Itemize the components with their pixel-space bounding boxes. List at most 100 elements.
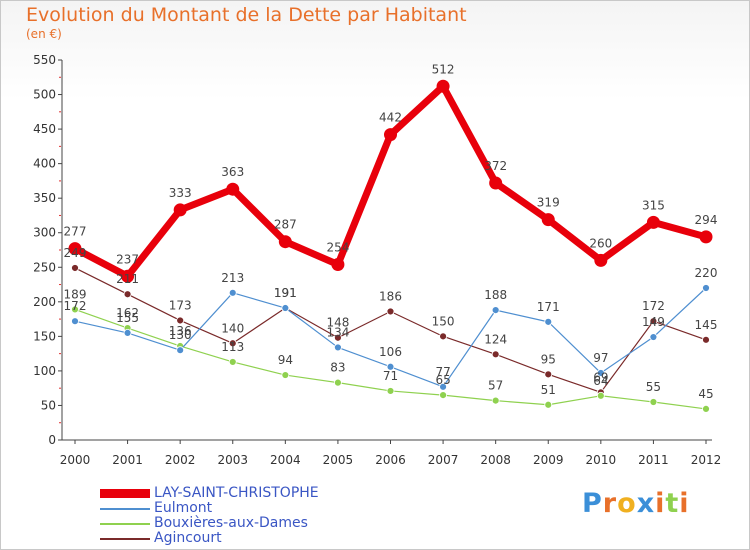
data-point xyxy=(649,398,658,406)
data-point xyxy=(544,400,553,409)
data-label: 69 xyxy=(593,370,608,384)
y-tick-label: 100 xyxy=(33,364,56,378)
data-point xyxy=(594,253,608,267)
x-tick-label: 2003 xyxy=(217,453,248,467)
x-tick-label: 2006 xyxy=(375,453,406,467)
logo-letter: P xyxy=(582,488,603,519)
logo-letter: o xyxy=(617,488,637,519)
data-point xyxy=(281,371,290,379)
data-point xyxy=(439,391,447,399)
x-tick-label: 2004 xyxy=(270,453,301,467)
legend-swatch xyxy=(100,508,150,510)
logo-letter: t xyxy=(665,488,680,519)
data-label: 171 xyxy=(537,300,560,314)
y-tick-label: 350 xyxy=(33,191,56,205)
data-label: 237 xyxy=(116,252,139,266)
data-point xyxy=(384,128,397,142)
legend-swatch xyxy=(100,489,150,498)
legend-label: LAY-SAINT-CHRISTOPHE xyxy=(154,485,319,501)
x-tick-label: 2005 xyxy=(323,453,354,467)
chart-title: Evolution du Montant de la Dette par Hab… xyxy=(26,4,467,26)
x-tick-label: 2002 xyxy=(165,453,196,467)
data-label: 130 xyxy=(169,328,192,342)
chart-subtitle: (en €) xyxy=(26,27,62,41)
data-label: 442 xyxy=(379,111,402,125)
y-tick-label: 400 xyxy=(33,157,56,171)
data-point xyxy=(123,329,132,337)
data-point xyxy=(226,182,240,196)
legend-swatch xyxy=(100,523,150,525)
x-tick-label: 2012 xyxy=(691,453,722,467)
data-label: 97 xyxy=(593,351,608,365)
data-point xyxy=(228,358,237,366)
data-label: 213 xyxy=(221,271,244,285)
data-label: 106 xyxy=(379,345,402,359)
data-label: 172 xyxy=(64,299,87,313)
data-point xyxy=(228,339,237,348)
data-label: 64 xyxy=(593,374,608,388)
data-point xyxy=(71,264,79,272)
data-label: 51 xyxy=(541,383,556,397)
data-point xyxy=(71,317,79,326)
data-point xyxy=(596,369,605,377)
y-tick-label: 0 xyxy=(48,433,56,447)
data-label: 249 xyxy=(64,246,87,260)
data-label: 294 xyxy=(695,213,718,227)
data-label: 315 xyxy=(642,198,665,212)
data-label: 94 xyxy=(278,353,293,367)
legend-label: Bouxières-aux-Dames xyxy=(154,515,308,531)
data-label: 83 xyxy=(330,361,345,375)
data-point xyxy=(71,305,79,314)
data-point xyxy=(649,333,658,341)
data-point xyxy=(491,306,500,315)
data-label: 363 xyxy=(221,165,244,179)
data-point xyxy=(544,317,553,326)
data-point xyxy=(176,346,185,355)
data-label: 57 xyxy=(488,379,503,393)
data-label: 186 xyxy=(379,289,402,303)
data-label: 333 xyxy=(169,186,192,200)
data-label: 287 xyxy=(274,218,297,232)
y-tick-label: 50 xyxy=(41,398,56,412)
data-point xyxy=(702,335,710,344)
data-label: 145 xyxy=(695,318,718,332)
data-label: 148 xyxy=(326,316,349,330)
data-point xyxy=(702,284,710,292)
data-label: 45 xyxy=(698,387,713,401)
x-tick-label: 2011 xyxy=(638,453,669,467)
data-label: 512 xyxy=(432,62,455,76)
data-label: 277 xyxy=(64,225,87,239)
data-point xyxy=(331,258,345,272)
x-tick-label: 2009 xyxy=(533,453,564,467)
data-label: 95 xyxy=(541,352,556,366)
data-label: 372 xyxy=(484,159,507,173)
data-point xyxy=(646,215,660,229)
data-point xyxy=(489,176,503,190)
data-label: 124 xyxy=(484,332,507,346)
data-point xyxy=(176,316,185,325)
proxiti-logo: Proxiti xyxy=(582,488,690,519)
data-point xyxy=(334,343,342,352)
x-tick-label: 2007 xyxy=(428,453,459,467)
data-point xyxy=(278,235,292,249)
y-tick-label: 250 xyxy=(33,260,56,274)
data-point xyxy=(386,307,395,316)
data-label: 65 xyxy=(435,373,450,387)
data-point xyxy=(649,317,658,326)
legend-label: Agincourt xyxy=(154,530,222,546)
data-point xyxy=(123,290,132,299)
x-tick-label: 2008 xyxy=(480,453,511,467)
data-label: 55 xyxy=(646,380,661,394)
y-tick-label: 450 xyxy=(33,122,56,136)
data-point xyxy=(121,269,135,283)
logo-letter: x xyxy=(636,488,656,519)
data-point xyxy=(491,350,500,359)
y-tick-label: 550 xyxy=(33,53,56,67)
data-label: 211 xyxy=(116,272,139,286)
logo-letter: i xyxy=(679,488,690,519)
data-point xyxy=(699,230,713,244)
legend-label: Eulmont xyxy=(154,500,213,516)
data-point xyxy=(439,332,447,341)
data-point xyxy=(439,382,447,391)
